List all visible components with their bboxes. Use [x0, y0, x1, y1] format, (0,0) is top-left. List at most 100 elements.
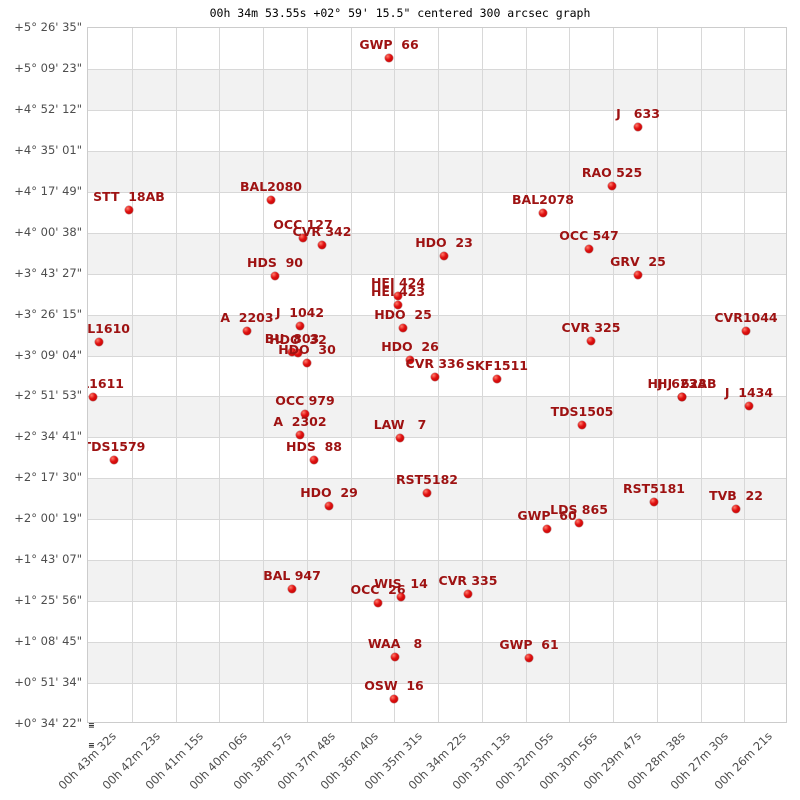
gridline-horizontal: [88, 68, 786, 70]
star-marker-icon: [310, 456, 318, 464]
star-marker-icon: [89, 393, 97, 401]
y-axis-tick-label: +3° 43' 27": [14, 265, 82, 280]
y-axis-origin-tick: ≡: [88, 721, 95, 730]
plot-band: [88, 150, 786, 192]
y-axis-tick-label: +3° 09' 04": [14, 347, 82, 362]
gridline-vertical: [525, 28, 527, 722]
star-marker-icon: [243, 327, 251, 335]
star-label: TDS1579: [87, 439, 146, 454]
star-label: OCC 979: [275, 393, 335, 408]
gridline-vertical: [613, 28, 614, 722]
star-label: TVB 22: [709, 488, 763, 503]
star-label: BU 803: [264, 331, 320, 346]
star-label: BAL2078: [512, 192, 574, 207]
star-marker-icon: [390, 695, 398, 703]
star-marker-icon: [301, 410, 309, 418]
y-axis-tick-label: +1° 08' 45": [14, 634, 82, 649]
star-label: LDS 865: [550, 502, 608, 517]
star-label: OCC 26: [350, 582, 406, 597]
star-label: J 633: [616, 106, 660, 121]
gridline-horizontal: [88, 478, 786, 480]
y-axis-tick-label: +0° 34' 22": [14, 716, 82, 730]
y-axis-tick-label: +2° 34' 41": [14, 429, 82, 444]
gridline-horizontal: [88, 642, 786, 644]
star-marker-icon: [288, 585, 296, 593]
gridline-horizontal: [88, 560, 786, 562]
y-axis-tick-label: +1° 25' 56": [14, 593, 82, 608]
star-label: GWP 60: [517, 508, 577, 523]
gridline-vertical: [131, 28, 133, 722]
y-axis-tick-label: +3° 26' 15": [14, 306, 82, 321]
gridline-vertical: [219, 28, 221, 722]
star-label: HEI 424: [370, 275, 426, 290]
star-label: J 1434: [724, 385, 774, 400]
gridline-horizontal: [88, 232, 786, 234]
star-label: RAO 525: [581, 165, 643, 180]
star-marker-icon: [391, 653, 399, 661]
star-label: HDS 90: [247, 255, 303, 270]
star-label: J 1042: [275, 305, 325, 320]
star-label: HJ 623: [657, 376, 707, 391]
gridline-horizontal: [88, 519, 786, 521]
star-marker-icon: [539, 209, 547, 217]
star-marker-icon: [110, 456, 118, 464]
star-label: WIS 14: [374, 576, 428, 591]
gridline-vertical: [656, 28, 658, 722]
star-marker-icon: [299, 234, 307, 242]
star-marker-icon: [394, 292, 402, 300]
star-marker-icon: [374, 599, 382, 607]
star-marker-icon: [464, 590, 472, 598]
star-marker-icon: [634, 271, 642, 279]
gridline-horizontal: [88, 273, 786, 275]
star-marker-icon: [318, 241, 326, 249]
star-marker-icon: [385, 54, 393, 62]
gridline-horizontal: [88, 191, 786, 193]
star-marker-icon: [585, 245, 593, 253]
plot-area[interactable]: GWP 66 J 633 STT 18AB BAL2080 RAO 525 BAL2078…: [87, 27, 787, 723]
star-label: RST5182: [396, 472, 458, 487]
star-label: HDO 23: [415, 235, 473, 250]
gridline-vertical: [744, 28, 746, 722]
star-label: BAL1610: [87, 321, 130, 336]
y-axis-tick-label: +2° 17' 30": [14, 470, 82, 485]
gridline-horizontal: [88, 683, 786, 685]
gridline-vertical: [569, 28, 571, 722]
star-label: CVR 335: [438, 573, 498, 588]
star-marker-icon: [325, 502, 333, 510]
star-label: HEI 423: [370, 284, 426, 299]
star-label: CVR 325: [561, 320, 621, 335]
gridline-vertical: [350, 28, 352, 722]
star-marker-icon: [578, 421, 586, 429]
star-marker-icon: [296, 431, 304, 439]
star-marker-icon: [397, 593, 405, 601]
y-axis-tick-label: +5° 26' 35": [14, 20, 82, 34]
star-label: OCC 547: [559, 228, 619, 243]
star-label: BAL1611: [88, 376, 124, 391]
plot-band: [88, 68, 786, 110]
plot-band: [88, 478, 786, 520]
star-label: HJ 623AB: [647, 376, 717, 391]
star-marker-icon: [493, 375, 501, 383]
plot-band: [88, 232, 786, 274]
gridline-vertical: [263, 28, 264, 722]
star-marker-icon: [267, 196, 275, 204]
star-label: SKF1511: [465, 358, 529, 373]
star-marker-icon: [732, 505, 740, 513]
star-label: BAL 947: [263, 568, 321, 583]
star-marker-icon: [678, 393, 686, 401]
y-axis-tick-label: +2° 51' 53": [14, 388, 82, 403]
gridline-vertical: [700, 28, 702, 722]
star-marker-icon: [431, 373, 439, 381]
plot-band: [88, 560, 786, 602]
star-label: A 2203: [220, 310, 274, 325]
star-label: GWP 61: [499, 637, 559, 652]
star-marker-icon: [399, 324, 407, 332]
star-label: BAL2080: [240, 179, 302, 194]
gridline-vertical: [175, 28, 177, 722]
gridline-vertical: [306, 28, 308, 722]
y-axis-tick-label: +4° 52' 12": [14, 101, 82, 116]
star-label: CVR1044: [714, 310, 778, 325]
y-axis-tick-label: +4° 35' 01": [14, 142, 82, 157]
